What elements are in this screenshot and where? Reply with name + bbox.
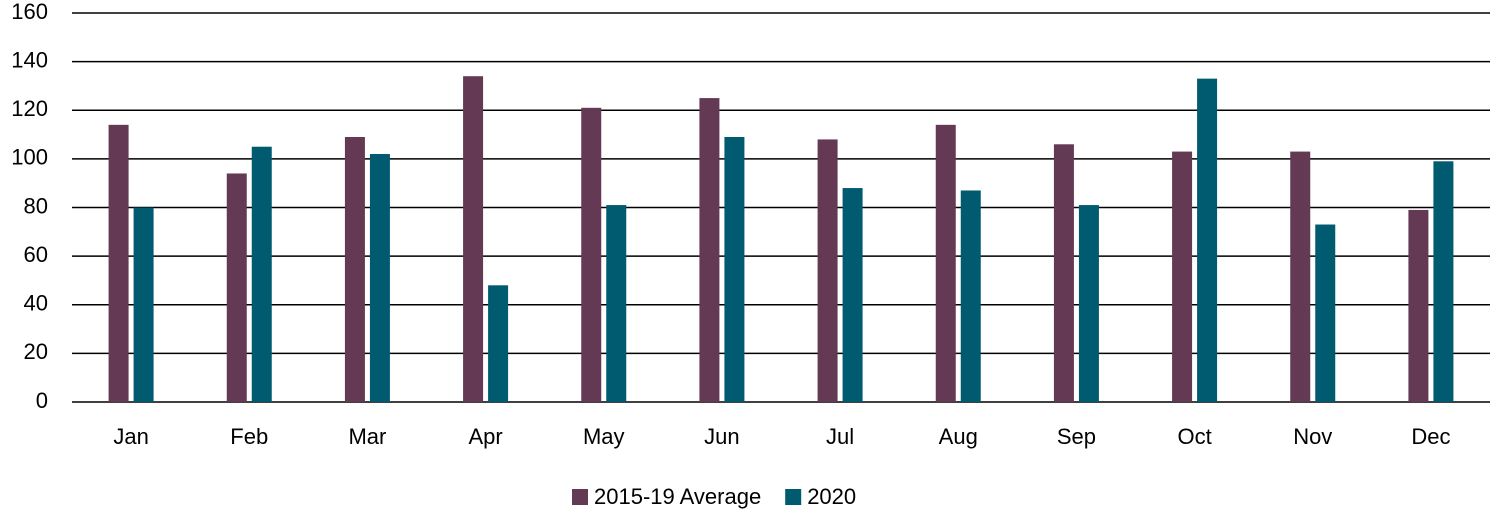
bar — [226, 173, 247, 402]
bar — [1197, 78, 1218, 403]
bar — [463, 76, 484, 403]
x-tick-label: Nov — [1293, 424, 1332, 449]
x-tick-label: Dec — [1411, 424, 1450, 449]
bar — [842, 188, 863, 402]
legend-swatch — [572, 489, 588, 505]
bar — [369, 154, 390, 402]
y-tick-label: 0 — [36, 388, 48, 413]
x-tick-label: May — [583, 424, 625, 449]
bar — [1290, 151, 1311, 402]
bar — [724, 136, 745, 402]
bar — [108, 124, 129, 403]
x-tick-label: Jul — [826, 424, 854, 449]
bar — [1053, 144, 1074, 402]
bar — [1172, 151, 1193, 402]
y-tick-label: 100 — [11, 145, 48, 170]
x-tick-label: Aug — [939, 424, 978, 449]
bar — [488, 285, 509, 402]
bar — [1078, 205, 1099, 402]
x-tick-label: Oct — [1177, 424, 1211, 449]
bar — [935, 124, 956, 403]
y-tick-label: 40 — [24, 291, 48, 316]
y-tick-label: 60 — [24, 242, 48, 267]
bar — [251, 146, 272, 402]
y-tick-label: 20 — [24, 339, 48, 364]
y-tick-label: 160 — [11, 0, 48, 24]
legend-label: 2020 — [807, 484, 856, 509]
y-tick-label: 140 — [11, 47, 48, 72]
x-tick-label: Apr — [468, 424, 502, 449]
x-tick-label: Mar — [348, 424, 386, 449]
bar — [606, 205, 627, 402]
x-tick-label: Feb — [230, 424, 268, 449]
legend-swatch — [785, 489, 802, 505]
bar — [344, 136, 365, 402]
x-tick-label: Jan — [113, 424, 148, 449]
x-tick-label: Jun — [704, 424, 739, 449]
bar — [699, 98, 720, 402]
bar — [1315, 224, 1336, 402]
bar — [960, 190, 981, 402]
bar — [1433, 161, 1454, 402]
bar — [133, 207, 154, 402]
x-tick-label: Sep — [1057, 424, 1096, 449]
bar — [1408, 209, 1429, 402]
y-tick-label: 120 — [11, 96, 48, 121]
bar — [581, 107, 602, 402]
y-tick-label: 80 — [24, 193, 48, 218]
bar — [817, 139, 838, 403]
legend-label: 2015-19 Average — [594, 484, 761, 509]
